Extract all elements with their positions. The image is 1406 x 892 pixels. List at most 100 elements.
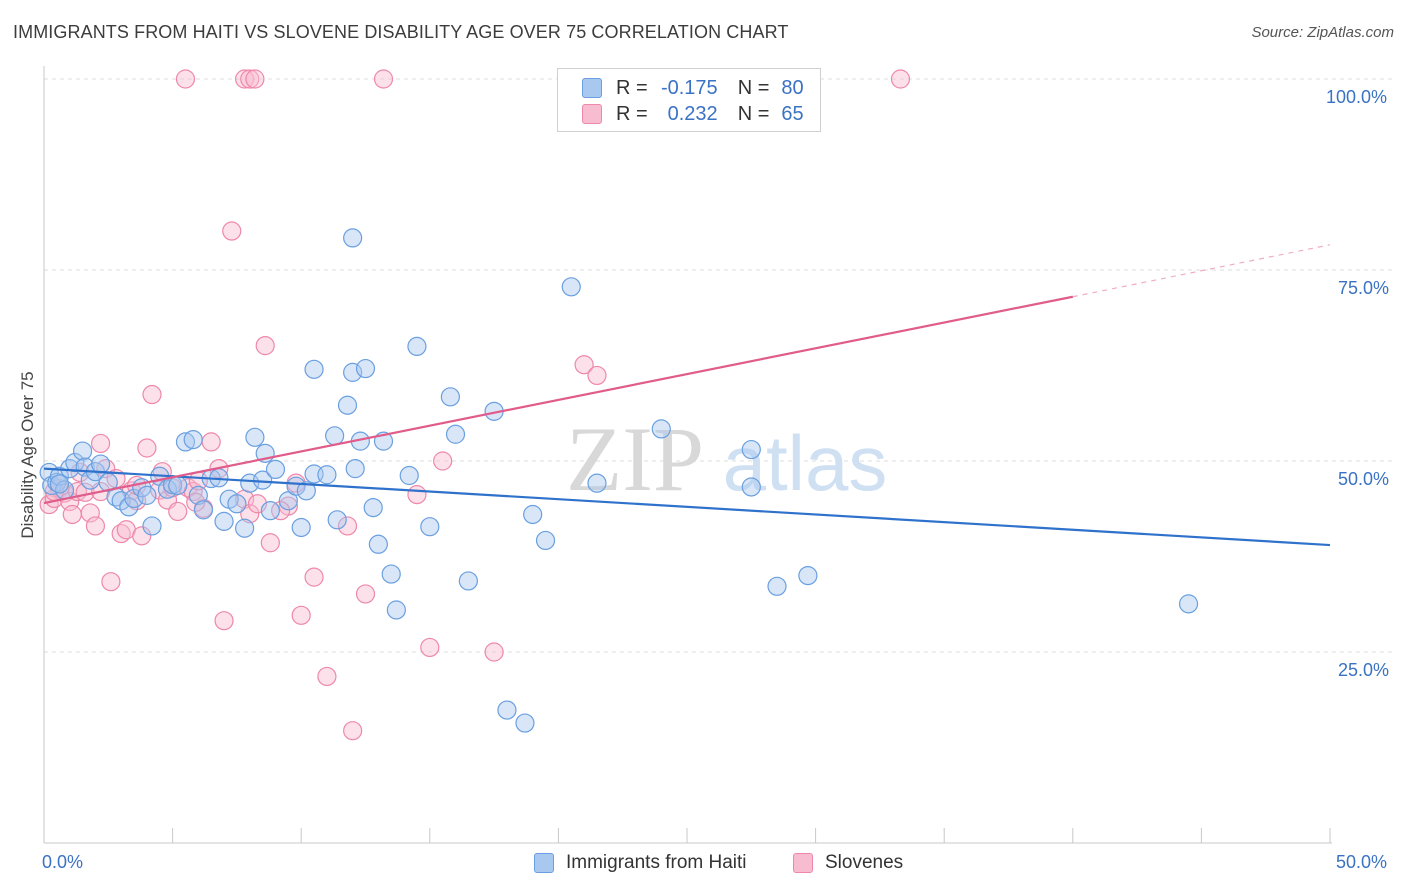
- data-point-haiti: [325, 426, 345, 446]
- data-point-haiti: [561, 277, 581, 297]
- data-point-haiti: [337, 395, 358, 415]
- data-point-slovenes: [245, 69, 265, 89]
- legend-row-haiti: R = -0.175 N = 80: [582, 76, 804, 100]
- data-point-haiti: [343, 362, 363, 382]
- series-legend: Immigrants from Haiti Slovenes: [0, 852, 1406, 878]
- legend-n-value: 65: [781, 102, 804, 125]
- data-point-haiti: [458, 571, 478, 591]
- trend-line-haiti: [43, 467, 1331, 547]
- x-tick-label-right: 50.0%: [1336, 852, 1388, 872]
- data-point-haiti: [327, 510, 347, 530]
- data-point-slovenes: [101, 572, 121, 592]
- legend-swatch-haiti: [582, 78, 602, 98]
- data-point-slovenes: [70, 462, 90, 483]
- data-point-slovenes: [111, 523, 131, 544]
- legend-r-value: 0.232: [667, 102, 718, 125]
- legend-label-haiti: Immigrants from Haiti: [566, 852, 747, 873]
- data-point-haiti: [235, 518, 255, 538]
- trend-line-slovenes-extension: [1072, 244, 1331, 298]
- data-point-slovenes: [222, 221, 242, 241]
- watermark-zip: ZIP: [566, 408, 704, 510]
- data-point-haiti: [345, 459, 365, 479]
- data-point-slovenes: [574, 355, 594, 375]
- data-point-haiti: [260, 501, 280, 521]
- data-point-haiti: [193, 500, 214, 520]
- data-point-haiti: [1178, 594, 1199, 614]
- data-point-haiti: [49, 474, 70, 494]
- legend-n-label: N =: [737, 102, 770, 125]
- legend-label-slovenes: Slovenes: [825, 852, 904, 873]
- data-point-slovenes: [142, 384, 162, 405]
- data-point-haiti: [381, 564, 401, 584]
- legend-item-slovenes: Slovenes: [793, 852, 903, 874]
- data-point-slovenes: [420, 637, 440, 658]
- data-point-slovenes: [291, 605, 311, 625]
- watermark-atlas: atlas: [723, 419, 888, 507]
- legend-item-haiti: Immigrants from Haiti: [534, 852, 747, 874]
- data-point-slovenes: [90, 433, 111, 454]
- data-point-haiti: [363, 498, 383, 518]
- x-tick-label-left: 0.0%: [42, 852, 84, 872]
- data-point-haiti: [420, 517, 440, 537]
- data-point-slovenes: [255, 336, 275, 356]
- data-point-haiti: [355, 358, 376, 379]
- data-point-haiti: [188, 485, 208, 505]
- data-point-haiti: [515, 713, 535, 733]
- data-point-haiti: [445, 424, 466, 444]
- data-point-haiti: [798, 565, 818, 586]
- y-tick-label-100: 100.0%: [1326, 87, 1388, 107]
- data-point-slovenes: [240, 69, 260, 89]
- data-point-haiti: [142, 516, 162, 536]
- legend-r-value: -0.175: [660, 76, 718, 99]
- correlation-legend: R = -0.175 N = 80 R = 0.232 N = 65: [557, 68, 821, 132]
- legend-n-label: N =: [737, 76, 770, 99]
- legend-swatch-slovenes: [582, 104, 602, 124]
- data-point-slovenes: [407, 485, 427, 505]
- data-point-haiti: [399, 465, 419, 486]
- data-point-haiti: [741, 477, 761, 497]
- data-point-haiti: [245, 427, 265, 447]
- legend-r-label: R =: [616, 76, 648, 99]
- data-point-haiti: [368, 534, 388, 554]
- data-point-slovenes: [85, 516, 106, 536]
- data-point-haiti: [286, 476, 306, 496]
- data-point-haiti: [304, 359, 324, 379]
- data-point-haiti: [168, 475, 188, 496]
- legend-n-value: 80: [781, 76, 804, 99]
- data-point-haiti: [317, 465, 337, 485]
- axes: [43, 66, 1332, 844]
- data-point-slovenes: [890, 69, 911, 89]
- data-point-haiti: [72, 441, 93, 461]
- grid-lines: [44, 78, 1392, 653]
- data-point-haiti: [90, 454, 111, 474]
- data-point-slovenes: [343, 721, 363, 741]
- data-point-slovenes: [373, 69, 394, 89]
- data-point-haiti: [296, 481, 316, 501]
- legend-swatch-slovenes: [793, 853, 813, 873]
- data-point-haiti: [535, 530, 556, 551]
- data-point-slovenes: [304, 567, 324, 587]
- y-tick-label-50: 50.0%: [1338, 469, 1390, 489]
- y-tick-label-25: 25.0%: [1338, 660, 1390, 680]
- data-point-haiti: [741, 439, 761, 460]
- data-point-slovenes: [62, 504, 82, 525]
- chart-source: Source: ZipAtlas.com: [1251, 24, 1394, 41]
- data-point-slovenes: [240, 504, 260, 524]
- data-point-haiti: [767, 576, 787, 596]
- data-point-slovenes: [484, 642, 504, 662]
- data-point-slovenes: [433, 451, 453, 471]
- data-point-slovenes: [175, 69, 196, 89]
- data-point-haiti: [227, 494, 247, 514]
- data-point-haiti: [440, 387, 460, 407]
- chart-title: IMMIGRANTS FROM HAITI VS SLOVENE DISABIL…: [13, 22, 789, 42]
- data-point-slovenes: [214, 611, 234, 631]
- data-point-haiti: [386, 600, 406, 620]
- legend-row-slovenes: R = 0.232 N = 65: [582, 102, 804, 126]
- legend-r-label: R =: [616, 102, 648, 125]
- trend-lines: [43, 244, 1331, 547]
- data-point-haiti: [497, 700, 517, 720]
- data-point-slovenes: [337, 516, 358, 536]
- data-point-haiti: [214, 511, 234, 531]
- data-point-haiti: [587, 473, 607, 493]
